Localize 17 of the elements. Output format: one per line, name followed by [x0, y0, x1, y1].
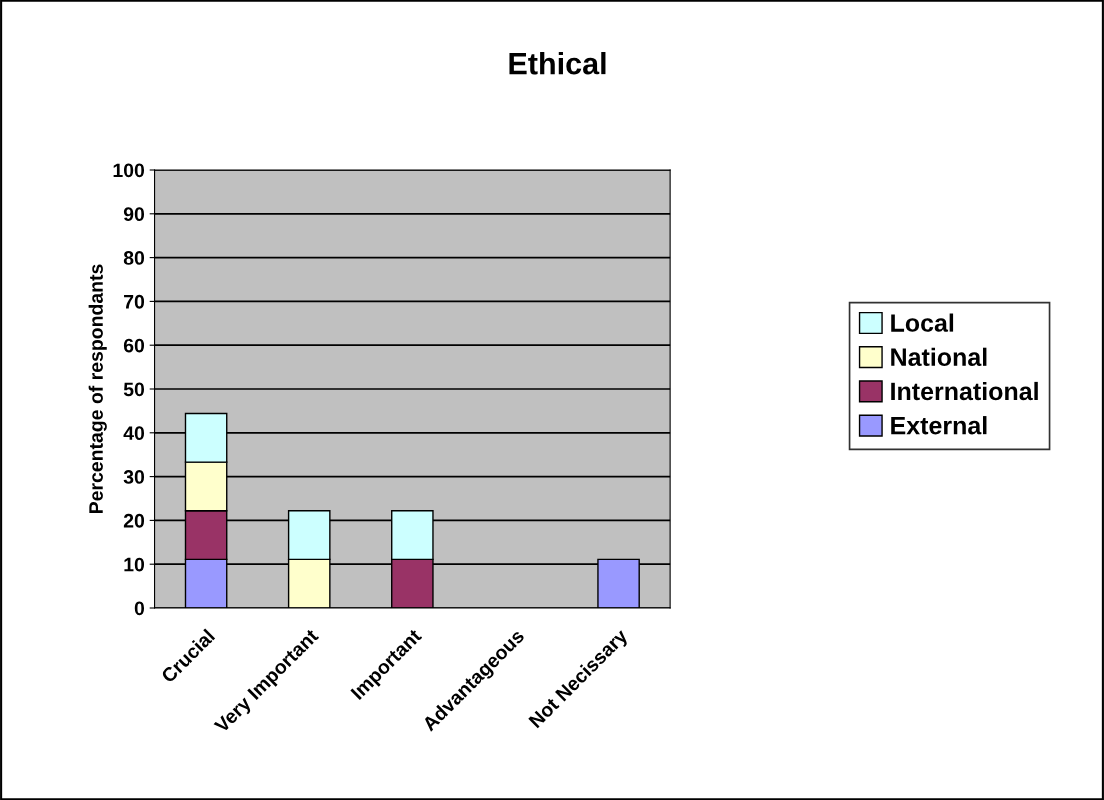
y-tick-label: 80 [123, 251, 145, 265]
y-tick-label: 70 [124, 294, 145, 309]
y-tick-label: 90 [123, 207, 145, 222]
legend-label: National [891, 347, 987, 367]
y-axis-title: Percentage of respondants [88, 264, 107, 514]
y-tick-label: 0 [134, 601, 145, 616]
legend-label: Local [891, 313, 954, 332]
y-tick-label: 40 [123, 426, 145, 441]
y-tick-label: 30 [123, 470, 145, 484]
y-tick-label: 50 [123, 382, 145, 397]
y-tick-label: 100 [113, 163, 145, 178]
chart-title: Ethical [509, 52, 606, 75]
y-tick-label: 60 [123, 338, 145, 353]
legend-label: External [891, 416, 987, 435]
y-tick-label: 20 [123, 513, 145, 528]
y-tick-label: 10 [124, 557, 145, 572]
legend-label: International [891, 381, 1038, 401]
